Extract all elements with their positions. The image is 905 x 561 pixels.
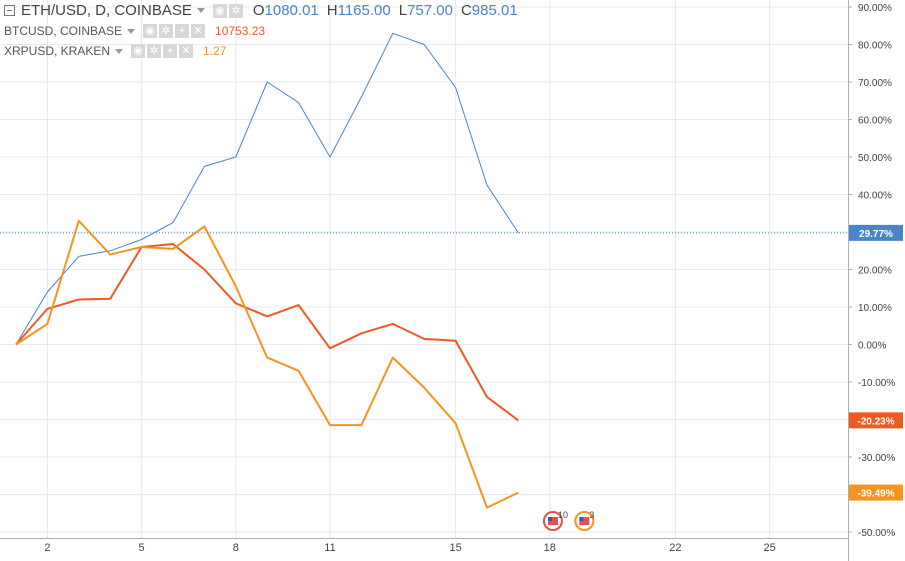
close-value: C985.01 (461, 2, 518, 19)
time-tick-label: 5 (139, 542, 145, 554)
economic-events[interactable]: 10 3 (542, 510, 594, 531)
flag-stripes (579, 517, 590, 525)
high-value: H1165.00 (327, 2, 391, 19)
time-axis[interactable]: 2 5 8 11 15 18 22 25 (0, 538, 848, 555)
time-tick-label: 8 (233, 542, 239, 554)
low-value: L757.00 (399, 2, 453, 19)
series-buttons: ◉ ✲ + ✕ (131, 44, 195, 58)
eye-icon[interactable]: ◉ (212, 3, 227, 18)
time-tick-label: 2 (44, 542, 50, 554)
event-flag-icon[interactable]: 10 (542, 510, 568, 531)
gear-icon[interactable]: ✲ (147, 44, 162, 58)
chevron-down-icon[interactable] (127, 28, 136, 34)
time-tick-label: 25 (763, 542, 775, 554)
last-value-label: -39.49% (857, 489, 894, 500)
time-tick-label: 22 (669, 542, 681, 554)
high-number: 1165.00 (337, 2, 391, 19)
low-number: 757.00 (407, 2, 453, 19)
high-key: H (326, 2, 338, 19)
close-key: C (460, 2, 472, 19)
price-tick-label: 90.00% (858, 3, 892, 14)
eye-icon[interactable]: ◉ (143, 24, 158, 38)
close-number: 985.01 (471, 2, 518, 19)
xrp-value: 1.27 (203, 44, 227, 58)
price-tick-label: 50.00% (858, 153, 892, 164)
gear-icon[interactable]: ✲ (228, 3, 243, 18)
chevron-down-icon[interactable] (196, 8, 205, 13)
xrp-symbol[interactable]: XRPUSD, KRAKEN (4, 44, 111, 58)
close-icon[interactable]: ✕ (191, 24, 206, 38)
last-value-badge[interactable] (849, 412, 903, 429)
open-value: O1080.01 (253, 2, 319, 19)
eye-icon[interactable]: ◉ (131, 44, 146, 58)
price-tick-label: 60.00% (858, 116, 892, 127)
compare-legend-xrp[interactable]: XRPUSD, KRAKEN ◉ ✲ + ✕ 1.27 (4, 44, 226, 58)
compare-legend-btc[interactable]: BTCUSD, COINBASE ◉ ✲ + ✕ 10753.23 (4, 24, 265, 38)
time-tick-label: 15 (449, 542, 461, 554)
price-tick-label: 20.00% (858, 266, 892, 277)
price-tick-label: 70.00% (858, 78, 892, 89)
open-key: O (252, 2, 265, 19)
price-tick-label: 10.00% (858, 303, 892, 314)
last-value-badge[interactable] (849, 224, 903, 241)
series-line-xrpusd (15, 219, 519, 509)
add-icon[interactable]: + (175, 24, 190, 38)
btc-value: 10753.23 (215, 24, 266, 38)
price-tick-label: -30.00% (858, 453, 895, 464)
last-value-label: -20.23% (857, 416, 894, 427)
low-key: L (398, 2, 408, 19)
flag-stripes (547, 517, 558, 525)
price-tick-label: 80.00% (858, 41, 892, 52)
open-number: 1080.01 (264, 2, 319, 19)
close-icon[interactable]: ✕ (179, 44, 194, 58)
series-buttons: ◉ ✲ + ✕ (143, 24, 207, 38)
series-lines (0, 32, 848, 509)
main-series-legend[interactable]: ETH/USD, D, COINBASE ◉ ✲ O1080.01 H1165.… (4, 2, 526, 19)
price-tick-label: -10.00% (858, 378, 895, 389)
main-symbol[interactable]: ETH/USD, D, COINBASE (21, 2, 192, 19)
flag-canton (579, 517, 584, 521)
chevron-down-icon[interactable] (115, 48, 124, 54)
add-icon[interactable]: + (163, 44, 178, 58)
grid-lines (0, 0, 848, 538)
time-tick-label: 11 (324, 542, 335, 554)
price-tick-label: -50.00% (858, 528, 895, 539)
flag-canton (547, 517, 552, 521)
series-buttons: ◉ ✲ (212, 3, 245, 18)
series-line-btcusd (15, 243, 519, 422)
event-flag-icon[interactable]: 3 (574, 510, 594, 531)
collapse-icon[interactable] (4, 5, 15, 16)
last-value-badge[interactable] (849, 484, 903, 501)
price-tick-label: 40.00% (858, 191, 892, 202)
last-value-label: 29.77% (859, 229, 893, 240)
series-line-ethusd (15, 32, 519, 345)
price-axis[interactable]: 90.00%80.00%70.00%60.00%50.00%40.00%30.0… (848, 0, 903, 561)
time-tick-label: 18 (544, 542, 556, 554)
event-count: 10 (558, 510, 568, 520)
price-tick-label: 0.00% (858, 341, 886, 352)
event-count: 3 (589, 510, 594, 520)
gear-icon[interactable]: ✲ (159, 24, 174, 38)
btc-symbol[interactable]: BTCUSD, COINBASE (4, 24, 123, 38)
